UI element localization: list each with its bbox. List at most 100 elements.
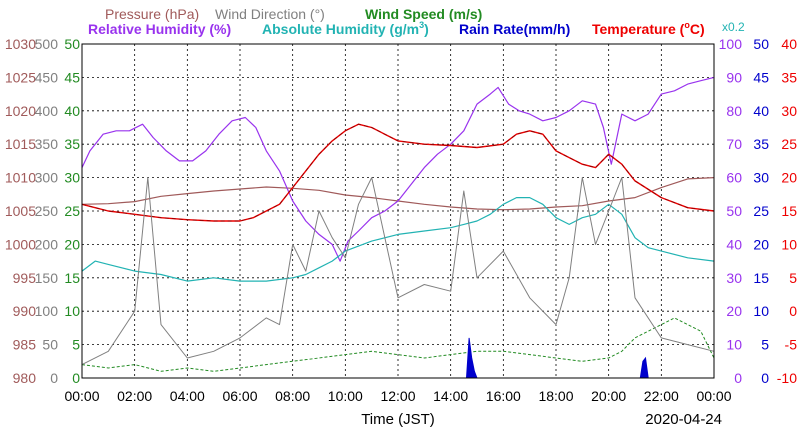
tick-label-rain-rate: 35	[753, 136, 769, 152]
tick-label-temperature: 20	[781, 170, 797, 186]
tick-label-humidity: 60	[726, 170, 742, 186]
tick-label-wind-direction: 500	[35, 36, 59, 52]
tick-label-humidity: 0	[734, 370, 742, 386]
tick-label-wind-direction: 50	[42, 337, 58, 353]
tick-label-wind-direction: 450	[35, 69, 59, 85]
header-relative-humidity: Relative Humidity (%)	[88, 21, 231, 37]
tick-label-wind-speed: 25	[64, 203, 80, 219]
tick-label-wind-speed: 35	[64, 136, 80, 152]
series-wind-direction	[81, 177, 715, 366]
header-rain-rate: Rain Rate(mm/h)	[459, 21, 570, 37]
tick-label-temperature: 15	[781, 203, 797, 219]
tick-label-wind-speed: 20	[64, 236, 80, 252]
tick-label-humidity: 30	[726, 270, 742, 286]
tick-label-wind-speed: 10	[64, 303, 80, 319]
tick-label-wind-speed: 45	[64, 69, 80, 85]
tick-label-pressure: 1030	[5, 36, 36, 52]
x-tick-label: 18:00	[538, 388, 573, 404]
temperature-close: C)	[690, 21, 705, 37]
series-temperature-overlay	[81, 123, 715, 222]
x-tick-label: 06:00	[222, 388, 257, 404]
x-tick-label: 12:00	[380, 388, 415, 404]
temperature-sup: o	[684, 20, 690, 30]
abs-humidity-close: )	[424, 21, 429, 37]
tick-label-wind-direction: 250	[35, 203, 59, 219]
tick-label-wind-speed: 30	[64, 170, 80, 186]
tick-label-wind-speed: 0	[72, 370, 80, 386]
tick-label-humidity: 80	[726, 103, 742, 119]
tick-label-pressure: 995	[13, 270, 37, 286]
x-tick-label: 02:00	[117, 388, 152, 404]
tick-label-temperature: 5	[789, 270, 797, 286]
tick-label-pressure: 985	[13, 337, 37, 353]
tick-label-pressure: 1015	[5, 136, 36, 152]
tick-label-wind-speed: 40	[64, 103, 80, 119]
tick-label-temperature: -5	[785, 337, 798, 353]
tick-label-rain-rate: 15	[753, 270, 769, 286]
tick-label-rain-rate: 10	[753, 303, 769, 319]
x-tick-label: 04:00	[170, 388, 205, 404]
grid	[82, 44, 714, 378]
tick-label-wind-direction: 350	[35, 136, 59, 152]
tick-label-rain-rate: 30	[753, 170, 769, 186]
tick-label-rain-rate: 25	[753, 203, 769, 219]
tick-label-wind-direction: 100	[35, 303, 59, 319]
tick-label-temperature: 25	[781, 136, 797, 152]
tick-label-humidity: 100	[719, 36, 743, 52]
tick-label-wind-speed: 50	[64, 36, 80, 52]
header-scale-note: x0.2	[722, 20, 745, 34]
abs-humidity-label: Absolute Humidity (g/m	[262, 21, 419, 37]
tick-label-pressure: 1025	[5, 69, 36, 85]
x-tick-label: 10:00	[328, 388, 363, 404]
tick-label-wind-speed: 15	[64, 270, 80, 286]
tick-label-pressure: 1010	[5, 170, 36, 186]
header-temperature: Temperature (oC)	[592, 20, 705, 37]
tick-label-humidity: 10	[726, 337, 742, 353]
series-relative-humidity	[81, 76, 715, 262]
header-pressure: Pressure (hPa)	[105, 6, 199, 22]
header-wind-speed: Wind Speed (m/s)	[365, 6, 482, 22]
header-wind-direction: Wind Direction (°)	[215, 6, 325, 22]
tick-label-temperature: 0	[789, 303, 797, 319]
tick-label-humidity: 40	[726, 236, 742, 252]
tick-label-humidity: 90	[726, 69, 742, 85]
tick-label-wind-direction: 300	[35, 170, 59, 186]
tick-label-rain-rate: 50	[753, 36, 769, 52]
x-tick-label: 08:00	[275, 388, 310, 404]
tick-label-temperature: 40	[781, 36, 797, 52]
tick-label-temperature: 35	[781, 69, 797, 85]
series-wind-speed	[81, 317, 715, 372]
tick-label-rain-rate: 0	[761, 370, 769, 386]
axis-labels: 9809859909951000100510101015102010251030…	[5, 36, 797, 404]
tick-label-wind-direction: 0	[50, 370, 58, 386]
tick-label-rain-rate: 40	[753, 103, 769, 119]
tick-label-pressure: 980	[13, 370, 37, 386]
x-tick-label: 16:00	[486, 388, 521, 404]
header-absolute-humidity: Absolute Humidity (g/m3)	[262, 20, 429, 37]
date-label: 2020-04-24	[645, 411, 722, 428]
tick-label-wind-direction: 400	[35, 103, 59, 119]
plot-frame	[81, 43, 715, 379]
abs-humidity-sup: 3	[419, 20, 424, 30]
tick-label-pressure: 1000	[5, 236, 36, 252]
tick-label-wind-direction: 200	[35, 236, 59, 252]
tick-label-temperature: -10	[777, 370, 797, 386]
tick-label-temperature: 10	[781, 236, 797, 252]
tick-label-rain-rate: 20	[753, 236, 769, 252]
tick-label-humidity: 20	[726, 303, 742, 319]
tick-label-pressure: 1005	[5, 203, 36, 219]
x-tick-label: 14:00	[433, 388, 468, 404]
tick-label-wind-direction: 150	[35, 270, 59, 286]
series-layer	[81, 76, 715, 379]
temperature-label: Temperature (	[592, 21, 685, 37]
x-tick-label: 22:00	[644, 388, 679, 404]
tick-label-humidity: 50	[726, 203, 742, 219]
x-tick-label: 00:00	[696, 388, 731, 404]
tick-label-temperature: 30	[781, 103, 797, 119]
tick-label-rain-rate: 5	[761, 337, 769, 353]
tick-label-rain-rate: 45	[753, 69, 769, 85]
x-tick-label: 00:00	[64, 388, 99, 404]
tick-label-pressure: 1020	[5, 103, 36, 119]
series-temperature	[81, 123, 715, 222]
